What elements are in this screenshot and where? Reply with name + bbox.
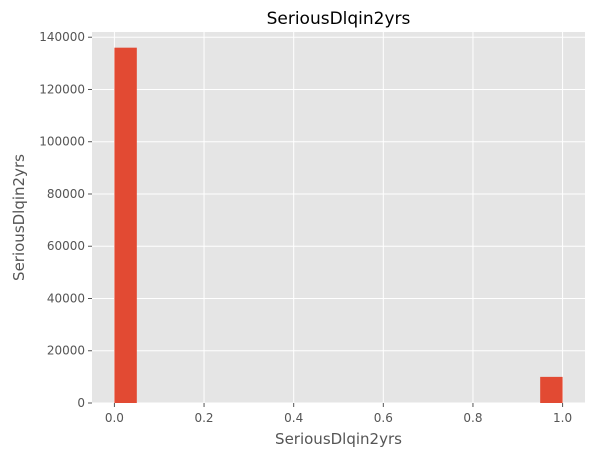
y-tick-label: 140000 [39,30,85,44]
y-tick-label: 20000 [47,344,85,358]
x-tick-label: 1.0 [553,411,572,425]
x-axis-ticks: 0.0 0.2 0.4 0.6 0.8 1.0 [105,403,572,425]
histogram-bar [114,47,137,403]
y-tick-label: 40000 [47,291,85,305]
y-axis-ticks: 0 20000 40000 60000 80000 100000 120000 140000 [39,30,92,410]
y-tick-label: 120000 [39,82,85,96]
x-tick-label: 0.2 [194,411,213,425]
y-tick-label: 0 [77,396,85,410]
x-tick-label: 0.4 [284,411,303,425]
bars [114,47,563,403]
chart-title: SeriousDlqin2yrs [267,9,411,29]
y-axis-label: SeriousDlqin2yrs [10,154,28,281]
x-axis-label: SeriousDlqin2yrs [275,430,402,448]
histogram-bar [540,376,563,403]
y-tick-label: 100000 [39,135,85,149]
x-tick-label: 0.8 [463,411,482,425]
grid-lines [92,32,585,404]
y-tick-label: 80000 [47,187,85,201]
x-tick-label: 0.0 [105,411,124,425]
x-tick-label: 0.6 [374,411,393,425]
y-tick-label: 60000 [47,239,85,253]
plot-area [92,32,585,403]
